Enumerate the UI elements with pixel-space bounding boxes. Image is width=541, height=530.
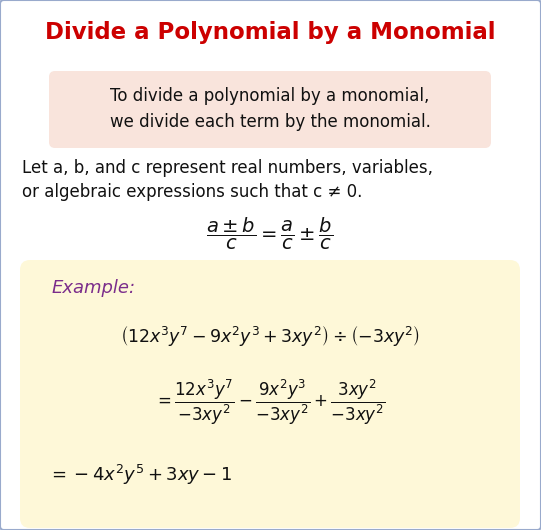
- Text: Divide a Polynomial by a Monomial: Divide a Polynomial by a Monomial: [45, 22, 495, 45]
- Text: Example:: Example:: [52, 279, 136, 297]
- Text: To divide a polynomial by a monomial,: To divide a polynomial by a monomial,: [110, 87, 430, 105]
- Text: Let a, b, and c represent real numbers, variables,: Let a, b, and c represent real numbers, …: [22, 159, 433, 177]
- FancyBboxPatch shape: [49, 71, 491, 148]
- Text: $= \dfrac{12x^3y^7}{-3xy^2} - \dfrac{9x^2y^3}{-3xy^2} + \dfrac{3xy^2}{-3xy^2}$: $= \dfrac{12x^3y^7}{-3xy^2} - \dfrac{9x^…: [154, 377, 386, 427]
- Text: $\dfrac{a \pm b}{c} = \dfrac{a}{c} \pm \dfrac{b}{c}$: $\dfrac{a \pm b}{c} = \dfrac{a}{c} \pm \…: [206, 216, 334, 252]
- FancyBboxPatch shape: [20, 260, 520, 528]
- Text: we divide each term by the monomial.: we divide each term by the monomial.: [110, 113, 431, 131]
- Text: $\left(12x^3y^7 - 9x^2y^3 + 3xy^2\right) \div \left(-3xy^2\right)$: $\left(12x^3y^7 - 9x^2y^3 + 3xy^2\right)…: [120, 322, 420, 348]
- Text: or algebraic expressions such that c ≠ 0.: or algebraic expressions such that c ≠ 0…: [22, 183, 362, 201]
- Text: $= -4x^2y^5 + 3xy - 1$: $= -4x^2y^5 + 3xy - 1$: [48, 463, 232, 487]
